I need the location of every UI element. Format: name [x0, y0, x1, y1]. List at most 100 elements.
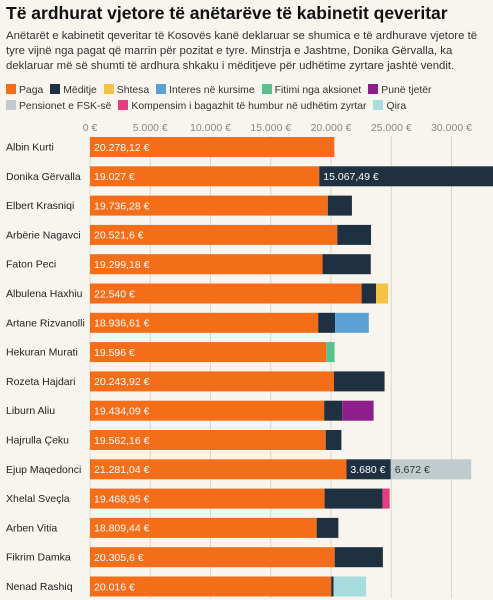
- legend-item: Shtesa: [103, 83, 150, 99]
- legend-label: Qira: [386, 101, 407, 112]
- row-label: Arben Vitia: [6, 522, 57, 534]
- x-tick-label: 10.000 €: [190, 122, 231, 134]
- legend-item: Pensionet e FSK-së: [6, 99, 111, 115]
- bar-segment: [324, 488, 383, 509]
- data-label: 22.540 €: [94, 288, 135, 300]
- bar-segment: [90, 195, 328, 216]
- bar-segment: [90, 547, 335, 568]
- chart-legend: Paga Mëditje Shtesa Interes në kursime Fitim…: [6, 83, 491, 115]
- bar-segment: [90, 576, 332, 597]
- legend-swatch: [261, 84, 272, 94]
- legend-item: Interes në kursime: [156, 83, 255, 99]
- data-label: 19.596 €: [94, 347, 135, 359]
- data-label: 20.016 €: [94, 581, 135, 593]
- bar-segment: [90, 312, 319, 333]
- bar-segment: [316, 517, 339, 538]
- row-label: Albin Kurti: [6, 142, 54, 154]
- bar-segment: [90, 517, 317, 538]
- legend-label: Pensionet e FSK-së: [19, 101, 112, 112]
- bar-segment: [90, 459, 347, 480]
- bar-segment: [90, 283, 362, 304]
- data-label: 20.278,12 €: [94, 142, 150, 154]
- data-label: 20.305,6 €: [94, 552, 144, 564]
- bar-segment: [361, 283, 377, 304]
- legend-item: Fitimi nga aksionet: [261, 83, 362, 99]
- bar-segment: [90, 166, 320, 187]
- legend-label: Kompensim i bagazhit të humbur në udhëti…: [131, 101, 367, 112]
- data-label: 19.027 €: [94, 171, 135, 183]
- data-label: 21.281,04 €: [94, 464, 150, 476]
- row-label: Artane Rizvanolli: [6, 317, 85, 329]
- bar-segment: [90, 254, 323, 275]
- legend-label: Fitimi nga aksionet: [274, 85, 362, 96]
- chart-subtitle: Anëtarët e kabinetit qeveritar të Kosovë…: [6, 30, 478, 72]
- data-label: 19.299,18 €: [94, 259, 150, 271]
- row-label: Arbërie Nagavci: [6, 229, 81, 241]
- row-label: Donika Gërvalla: [6, 171, 81, 183]
- row-label: Fikrim Damka: [6, 552, 71, 564]
- bar-segment: [333, 371, 385, 392]
- legend-item: Mëditje: [50, 83, 97, 99]
- bar-segment: [322, 254, 371, 275]
- legend-swatch: [6, 100, 16, 110]
- bar-segment: [335, 312, 369, 333]
- x-tick-label: 20.000 €: [311, 122, 352, 134]
- data-label: 15.067,49 €: [323, 171, 379, 183]
- legend-swatch: [50, 84, 61, 94]
- row-label: Elbert Krasniqi: [6, 200, 74, 212]
- row-label: Ejup Maqedonci: [6, 464, 81, 476]
- row-label: Nenad Rashiq: [6, 581, 73, 593]
- x-tick-label: 25.000 €: [371, 122, 412, 134]
- x-tick-label: 5.000 €: [133, 122, 168, 134]
- legend-swatch: [103, 84, 114, 94]
- bar-segment: [331, 576, 334, 597]
- bar-segment: [318, 312, 336, 333]
- data-label: 19.562,16 €: [94, 435, 150, 447]
- bar-segment: [90, 400, 325, 421]
- row-label: Rozeta Hajdari: [6, 376, 75, 388]
- row-label: Liburn Aliu: [6, 405, 55, 417]
- legend-label: Mëditje: [63, 85, 97, 96]
- legend-swatch: [118, 100, 129, 110]
- bar-segment: [376, 283, 389, 304]
- legend-label: Shtesa: [116, 85, 150, 96]
- bar-segment: [90, 342, 327, 363]
- data-label: 18.936,61 €: [94, 318, 150, 330]
- bar-segment: [337, 224, 372, 245]
- bar-segment: [327, 195, 352, 216]
- bar-segment: [90, 488, 325, 509]
- data-label: 19.468,95 €: [94, 493, 150, 505]
- legend-swatch: [6, 84, 16, 94]
- legend-swatch: [368, 84, 379, 94]
- bar-segment: [333, 576, 367, 597]
- bar-segment: [334, 547, 383, 568]
- data-label: 6.672 €: [395, 464, 430, 476]
- bar-segment: [90, 430, 326, 450]
- row-label: Faton Peci: [6, 259, 56, 271]
- legend-item: Punë tjetër: [368, 83, 432, 99]
- row-label: Hajrulla Çeku: [6, 435, 69, 447]
- data-label: 18.809,44 €: [94, 523, 150, 535]
- bar-segment: [90, 371, 334, 392]
- bar-segment: [390, 459, 472, 480]
- row-label: Xhelal Sveçla: [6, 493, 70, 505]
- legend-label: Paga: [19, 85, 44, 96]
- legend-item: Qira: [373, 99, 406, 115]
- data-label: 19.434,09 €: [94, 406, 150, 418]
- data-label: 3.680 €: [350, 464, 385, 476]
- x-tick-label: 30.000 €: [431, 122, 472, 134]
- legend-item: Paga: [6, 83, 43, 99]
- bar-segment: [382, 488, 390, 509]
- legend-label: Interes në kursime: [169, 85, 255, 96]
- data-label: 20.521,6 €: [94, 230, 144, 242]
- legend-swatch: [156, 84, 167, 94]
- data-label: 20.243,92 €: [94, 376, 150, 388]
- legend-swatch: [373, 100, 384, 110]
- bar-segment: [326, 342, 335, 363]
- bar-segment: [319, 166, 493, 187]
- legend-item: Kompensim i bagazhit të humbur në udhëti…: [118, 99, 366, 115]
- x-tick-label: 0 €: [83, 122, 98, 134]
- bar-segment: [342, 400, 374, 421]
- row-label: Hekuran Murati: [6, 347, 78, 359]
